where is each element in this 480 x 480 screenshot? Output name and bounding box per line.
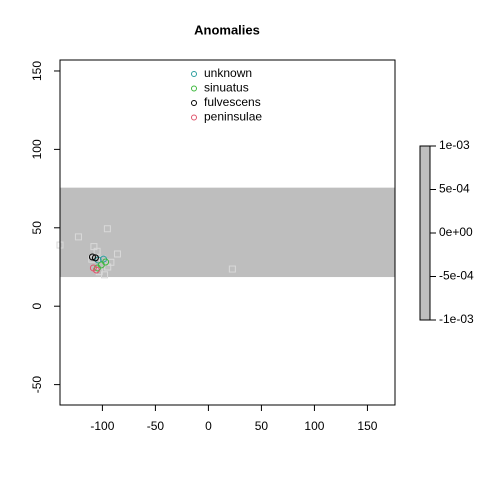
colorbar-tick-label: -5e-04 <box>439 269 474 283</box>
legend-label: unknown <box>204 66 252 80</box>
x-tick-label: 100 <box>304 419 324 433</box>
background-point <box>228 265 236 273</box>
y-tick-label: 150 <box>30 61 44 81</box>
plot-frame <box>59 59 396 406</box>
colorbar <box>419 145 431 321</box>
background-point <box>90 243 98 251</box>
legend-label: peninsulae <box>204 110 262 124</box>
x-tick-label: 0 <box>205 419 212 433</box>
colorbar-tick-label: -1e-03 <box>439 312 474 326</box>
y-tick-label: 50 <box>30 221 44 235</box>
chart-title: Anomalies <box>194 22 260 37</box>
y-tick-label: 100 <box>30 139 44 159</box>
legend-label: sinuatus <box>204 81 249 95</box>
colorbar-tick-label: 1e-03 <box>439 138 470 152</box>
x-tick-label: -100 <box>90 419 114 433</box>
legend-symbol <box>191 71 197 77</box>
colorbar-tick-label: 5e-04 <box>439 182 470 196</box>
background-point <box>103 225 111 233</box>
point <box>92 266 100 274</box>
legend-symbol <box>191 114 197 121</box>
y-tick-label: -50 <box>30 376 44 394</box>
point <box>91 254 99 262</box>
x-tick-label: -50 <box>147 419 165 433</box>
point <box>102 258 110 266</box>
background-point <box>113 250 121 258</box>
legend-label: fulvescens <box>204 95 261 109</box>
y-tick-label: 0 <box>30 303 44 310</box>
legend-symbol <box>191 85 197 92</box>
legend-symbol <box>191 100 197 106</box>
point <box>88 253 96 261</box>
colorbar-tick-label: 0e+00 <box>439 225 473 239</box>
band <box>60 187 395 278</box>
background-point <box>74 233 82 241</box>
x-tick-label: 50 <box>255 419 269 433</box>
x-tick-label: 150 <box>357 419 377 433</box>
background-point <box>107 258 115 266</box>
